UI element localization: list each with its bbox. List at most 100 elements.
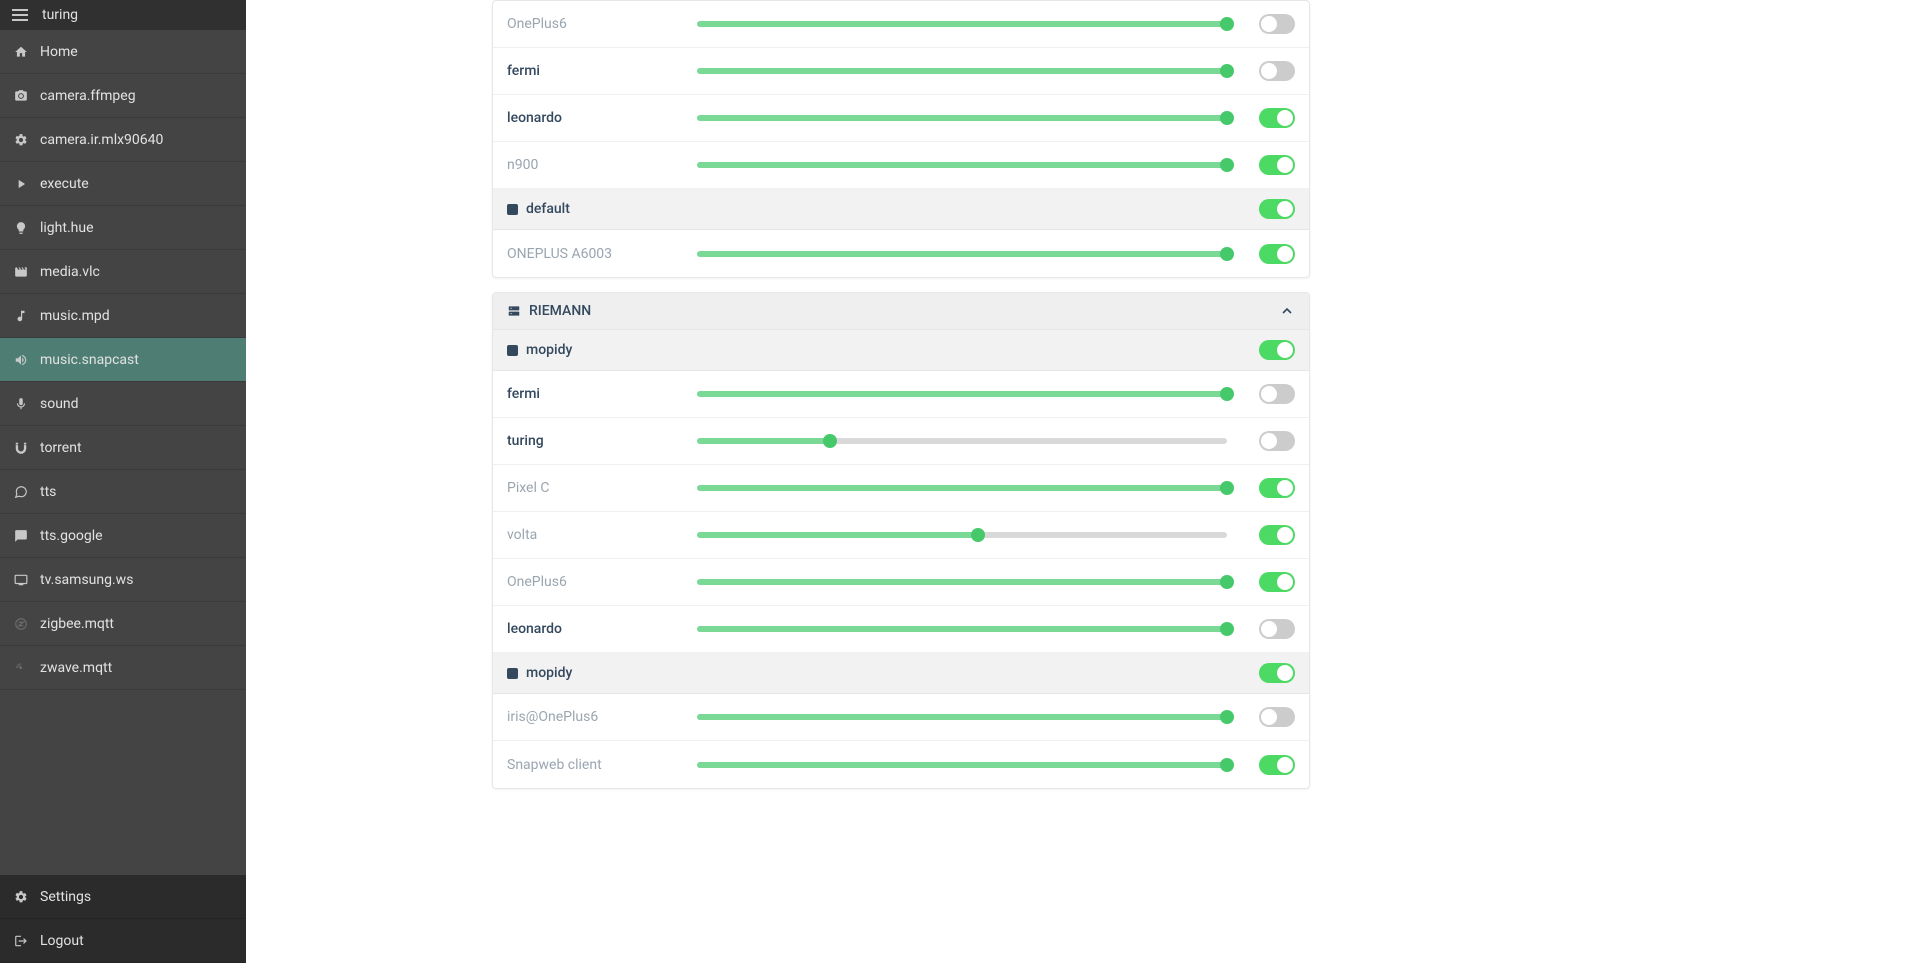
- client-name: iris@OnePlus6: [507, 709, 697, 725]
- client-toggle[interactable]: [1259, 61, 1295, 81]
- client-toggle[interactable]: [1259, 14, 1295, 34]
- client-toggle[interactable]: [1259, 478, 1295, 498]
- gear-icon: [12, 133, 30, 147]
- sidebar-item-settings[interactable]: Settings: [0, 875, 246, 919]
- sidebar-item-logout[interactable]: Logout: [0, 919, 246, 963]
- volume-slider[interactable]: [697, 21, 1227, 27]
- logout-icon: [12, 934, 30, 948]
- volume-slider[interactable]: [697, 579, 1227, 585]
- client-row: n900: [493, 142, 1309, 189]
- chevron-up-icon[interactable]: [1279, 303, 1295, 319]
- server-icon: [507, 304, 521, 318]
- sidebar-item-tts-google[interactable]: tts.google: [0, 514, 246, 558]
- client-toggle[interactable]: [1259, 384, 1295, 404]
- volume-slider[interactable]: [697, 391, 1227, 397]
- volume-slider[interactable]: [697, 162, 1227, 168]
- client-toggle[interactable]: [1259, 525, 1295, 545]
- sidebar-item-label: camera.ffmpeg: [40, 88, 136, 104]
- sidebar-item-tv-samsung-ws[interactable]: tv.samsung.ws: [0, 558, 246, 602]
- sidebar-item-media-vlc[interactable]: media.vlc: [0, 250, 246, 294]
- sidebar-item-label: light.hue: [40, 220, 94, 236]
- client-row: iris@OnePlus6: [493, 694, 1309, 741]
- client-row: Pixel C: [493, 465, 1309, 512]
- volume-icon: [12, 353, 30, 367]
- group-name: mopidy: [526, 665, 572, 681]
- client-name: turing: [507, 433, 697, 449]
- client-toggle[interactable]: [1259, 755, 1295, 775]
- play-icon: [12, 177, 30, 191]
- sidebar-item-light-hue[interactable]: light.hue: [0, 206, 246, 250]
- client-toggle[interactable]: [1259, 244, 1295, 264]
- client-row: OnePlus6: [493, 1, 1309, 48]
- client-name: fermi: [507, 63, 697, 79]
- chat-fill-icon: [12, 529, 30, 543]
- group-toggle[interactable]: [1259, 663, 1295, 683]
- panel-header[interactable]: RIEMANN: [493, 293, 1309, 330]
- panel-title: RIEMANN: [529, 303, 591, 319]
- sidebar-item-label: tts: [40, 484, 56, 500]
- client-name: leonardo: [507, 621, 697, 637]
- menu-icon[interactable]: [12, 9, 28, 21]
- group-row: mopidy: [493, 653, 1309, 694]
- group-toggle[interactable]: [1259, 340, 1295, 360]
- sidebar-item-execute[interactable]: execute: [0, 162, 246, 206]
- volume-slider[interactable]: [697, 251, 1227, 257]
- group-toggle[interactable]: [1259, 199, 1295, 219]
- client-row: leonardo: [493, 95, 1309, 142]
- sidebar-item-camera-ir-mlx90640[interactable]: camera.ir.mlx90640: [0, 118, 246, 162]
- sidebar-item-torrent[interactable]: torrent: [0, 426, 246, 470]
- main-content: OnePlus6 fermi: [246, 0, 1916, 963]
- sidebar-item-music-mpd[interactable]: music.mpd: [0, 294, 246, 338]
- group-name: default: [526, 201, 570, 217]
- client-toggle[interactable]: [1259, 619, 1295, 639]
- film-icon: [12, 265, 30, 279]
- sidebar-item-label: execute: [40, 176, 89, 192]
- client-row: Snapweb client: [493, 741, 1309, 788]
- client-name: leonardo: [507, 110, 697, 126]
- server-panel: OnePlus6 fermi: [492, 0, 1310, 278]
- client-toggle[interactable]: [1259, 707, 1295, 727]
- sidebar-item-camera-ffmpeg[interactable]: camera.ffmpeg: [0, 74, 246, 118]
- sidebar-item-label: Settings: [40, 889, 91, 905]
- chat-icon: [12, 485, 30, 499]
- sidebar-item-label: Logout: [40, 933, 84, 949]
- client-name: ONEPLUS A6003: [507, 246, 697, 262]
- volume-slider[interactable]: [697, 762, 1227, 768]
- sidebar-item-tts[interactable]: tts: [0, 470, 246, 514]
- volume-slider[interactable]: [697, 532, 1227, 538]
- server-panel: RIEMANN mopidy fermi: [492, 292, 1310, 789]
- client-name: fermi: [507, 386, 697, 402]
- client-row: ONEPLUS A6003: [493, 230, 1309, 277]
- sidebar-item-zigbee-mqtt[interactable]: zigbee.mqtt: [0, 602, 246, 646]
- client-name: volta: [507, 527, 697, 543]
- zigbee-icon: [12, 617, 30, 631]
- volume-slider[interactable]: [697, 115, 1227, 121]
- client-row: fermi: [493, 371, 1309, 418]
- client-toggle[interactable]: [1259, 108, 1295, 128]
- volume-slider[interactable]: [697, 626, 1227, 632]
- magnet-icon: [12, 441, 30, 455]
- sidebar: turing Home camera.ffmpeg camera.ir.mlx906…: [0, 0, 246, 963]
- sidebar-header: turing: [0, 0, 246, 30]
- sidebar-item-label: zwave.mqtt: [40, 660, 112, 676]
- sidebar-item-music-snapcast[interactable]: music.snapcast: [0, 338, 246, 382]
- sidebar-item-label: Home: [40, 44, 78, 60]
- client-toggle[interactable]: [1259, 155, 1295, 175]
- hostname-label: turing: [42, 7, 78, 23]
- client-name: OnePlus6: [507, 16, 697, 32]
- client-name: n900: [507, 157, 697, 173]
- volume-slider[interactable]: [697, 68, 1227, 74]
- sidebar-item-zwave-mqtt[interactable]: zwave.mqtt: [0, 646, 246, 690]
- client-row: leonardo: [493, 606, 1309, 653]
- client-toggle[interactable]: [1259, 572, 1295, 592]
- volume-slider[interactable]: [697, 714, 1227, 720]
- sidebar-item-Home[interactable]: Home: [0, 30, 246, 74]
- volume-slider[interactable]: [697, 485, 1227, 491]
- volume-slider[interactable]: [697, 438, 1227, 444]
- stop-icon: [507, 204, 518, 215]
- sidebar-item-label: media.vlc: [40, 264, 100, 280]
- client-toggle[interactable]: [1259, 431, 1295, 451]
- sidebar-item-sound[interactable]: sound: [0, 382, 246, 426]
- bulb-icon: [12, 221, 30, 235]
- client-name: OnePlus6: [507, 574, 697, 590]
